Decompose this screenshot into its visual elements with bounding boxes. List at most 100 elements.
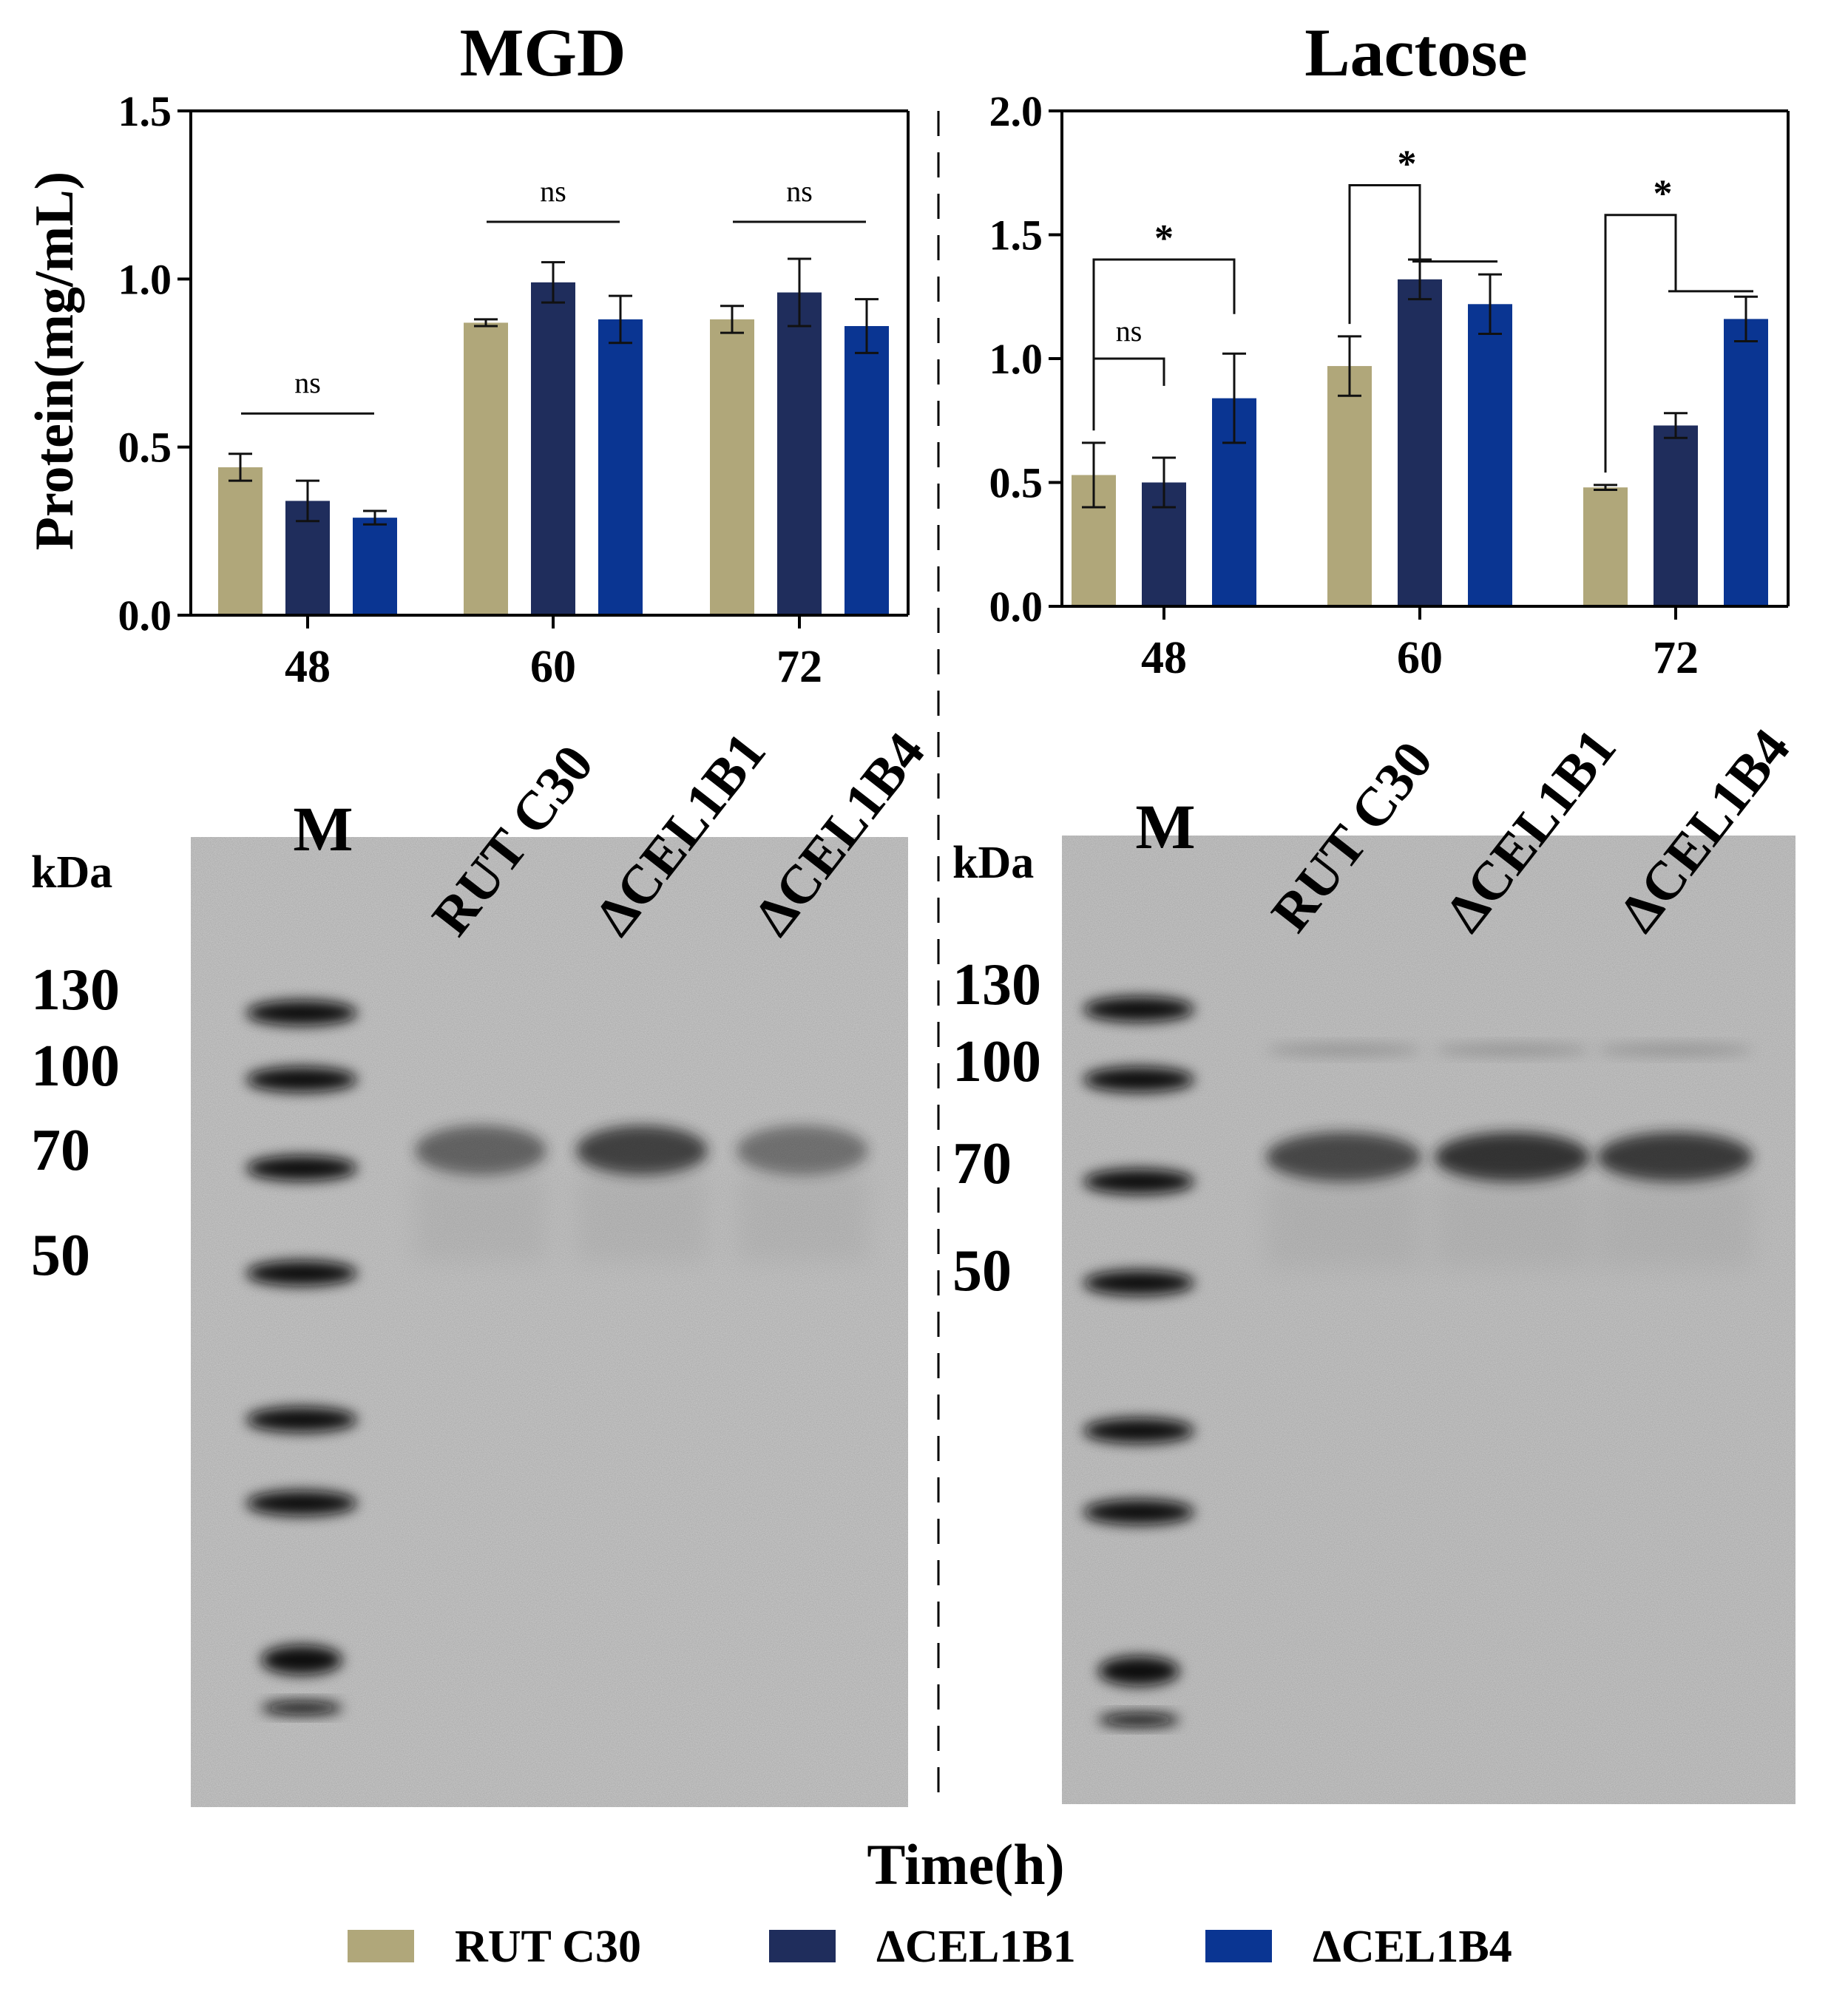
y-tick-label: 1.0	[118, 255, 172, 303]
ladder-band	[1083, 1418, 1194, 1443]
bar	[1724, 319, 1768, 606]
ladder-band	[1083, 1500, 1194, 1525]
ladder-band	[1098, 1713, 1179, 1727]
ladder-band	[1083, 1169, 1194, 1194]
ladder-band	[246, 1156, 357, 1181]
legend-swatch	[769, 1930, 836, 1962]
bar	[598, 319, 643, 615]
x-tick-label: 60	[1397, 633, 1443, 683]
lane-smear	[1597, 1179, 1753, 1268]
y-tick-label: 0.5	[989, 459, 1043, 507]
y-axis-label: Protein(mg/mL)	[24, 172, 85, 550]
protein-band-70kda	[737, 1125, 868, 1176]
y-tick-label: 0.5	[118, 424, 172, 472]
significance-label: *	[1654, 173, 1673, 215]
legend: RUT C30 ΔCEL1B1 ΔCEL1B4	[348, 1922, 1512, 1972]
x-tick-label: 72	[776, 642, 822, 692]
protein-band-70kda	[576, 1125, 708, 1176]
kda-label: kDa	[31, 847, 112, 898]
protein-band-70kda	[1435, 1132, 1590, 1182]
x-tick-label: 48	[285, 642, 331, 692]
x-tick-label: 48	[1141, 633, 1187, 683]
protein-band-100kda	[1266, 1044, 1421, 1056]
lane-smear	[576, 1173, 708, 1261]
mw-marker-label: 50	[952, 1239, 1012, 1304]
protein-band-70kda	[1266, 1132, 1421, 1182]
gel-noise	[191, 837, 908, 1807]
mw-marker-label: 50	[31, 1223, 90, 1288]
bar	[1583, 487, 1628, 606]
mw-marker-label: 100	[31, 1034, 120, 1099]
chart-title: MGD	[460, 15, 626, 90]
mw-marker-label: 130	[952, 952, 1041, 1017]
x-tick-label: 72	[1653, 633, 1699, 683]
bar	[464, 322, 508, 615]
lane-smear	[415, 1173, 546, 1261]
lane-smear	[1435, 1179, 1590, 1268]
ladder-band	[261, 1645, 342, 1675]
y-tick-label: 1.5	[989, 211, 1043, 260]
chart-title: Lactose	[1304, 15, 1527, 90]
bar	[1327, 366, 1372, 606]
x-tick-label: 60	[530, 642, 576, 692]
marker-lane-label: M	[1135, 791, 1195, 862]
y-tick-label: 0.0	[118, 592, 172, 640]
protein-band-100kda	[1597, 1044, 1753, 1056]
y-tick-label: 1.5	[118, 87, 172, 135]
mw-marker-label: 70	[31, 1118, 90, 1183]
x-axis-label: Time(h)	[867, 1832, 1064, 1897]
significance-label: *	[1154, 217, 1174, 260]
lane-smear	[1266, 1179, 1421, 1268]
ladder-band	[1098, 1656, 1179, 1686]
significance-label: ns	[540, 174, 566, 208]
significance-label: *	[1398, 143, 1417, 186]
kda-label: kDa	[952, 838, 1034, 888]
significance-bracket	[1092, 258, 1236, 431]
lactose-chart: Lactose ns * * * 0.0 0.5 1.0 1.5 2.0 48 60 72	[989, 15, 1790, 683]
ladder-band	[1083, 1270, 1194, 1295]
marker-lane-label: M	[293, 793, 353, 864]
bar	[353, 518, 397, 615]
legend-swatch	[1205, 1930, 1272, 1962]
y-tick-label: 2.0	[989, 87, 1043, 135]
legend-label: RUT C30	[455, 1922, 641, 1972]
mw-marker-label: 100	[952, 1029, 1041, 1094]
mgd-chart: MGD Protein(mg/mL) ns ns ns 0.0 0.5 1.0 1.5 48…	[24, 15, 910, 692]
bar	[777, 292, 822, 615]
significance-bracket	[1348, 184, 1421, 325]
protein-band-100kda	[1435, 1044, 1590, 1056]
gel-noise	[1062, 836, 1795, 1804]
ladder-band	[246, 1067, 357, 1092]
lane-smear	[737, 1173, 868, 1261]
significance-label: ns	[1116, 314, 1143, 348]
ladder-band	[1083, 997, 1194, 1022]
significance-label: ns	[786, 174, 813, 208]
legend-label: ΔCEL1B4	[1313, 1922, 1512, 1972]
protein-band-70kda	[1597, 1132, 1753, 1182]
mw-marker-label: 130	[31, 958, 120, 1023]
ladder-band	[246, 1261, 357, 1286]
bar	[1654, 425, 1698, 606]
bar	[531, 282, 575, 615]
bar	[710, 319, 754, 615]
y-tick-label: 1.0	[989, 335, 1043, 383]
ladder-band	[261, 1701, 342, 1715]
ladder-band	[246, 1407, 357, 1432]
bar	[845, 325, 889, 615]
ladder-band	[246, 1000, 357, 1026]
mw-marker-label: 70	[952, 1131, 1012, 1196]
legend-swatch	[348, 1930, 414, 1962]
significance-label: ns	[294, 366, 321, 399]
y-tick-label: 0.0	[989, 583, 1043, 631]
ladder-band	[246, 1491, 357, 1516]
ladder-band	[1083, 1067, 1194, 1092]
bar	[218, 467, 263, 615]
protein-band-70kda	[415, 1125, 546, 1176]
bar	[1468, 304, 1512, 606]
significance-bracket	[1092, 357, 1165, 431]
legend-label: ΔCEL1B1	[876, 1922, 1076, 1972]
bar	[1398, 279, 1442, 606]
